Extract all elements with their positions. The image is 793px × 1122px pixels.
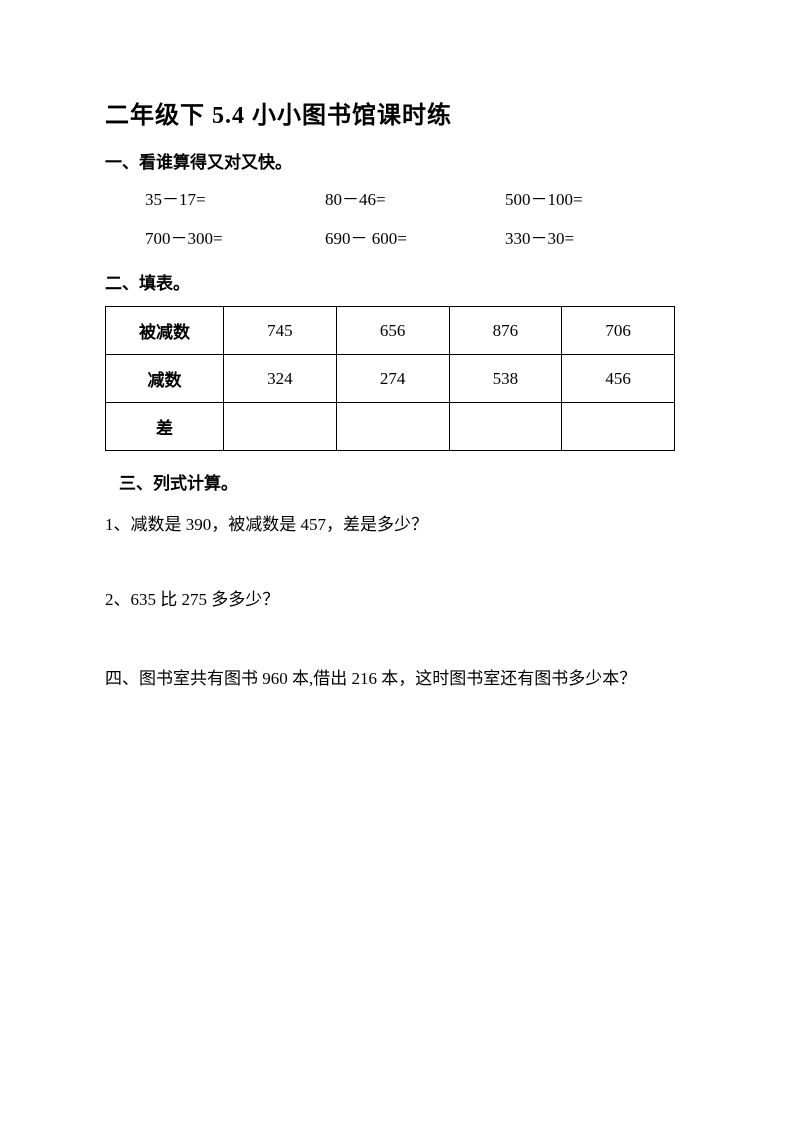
- table-row: 减数 324 274 538 456: [106, 355, 675, 403]
- table-cell: 324: [224, 355, 337, 403]
- table-cell: 656: [336, 307, 449, 355]
- row-label: 差: [106, 403, 224, 451]
- table-cell: 706: [562, 307, 675, 355]
- table-row: 被减数 745 656 876 706: [106, 307, 675, 355]
- section3-heading: 三、列式计算。: [119, 469, 708, 494]
- calc-item: 700－300=: [145, 224, 325, 249]
- table-cell: [224, 403, 337, 451]
- table-row: 差: [106, 403, 675, 451]
- section4-text: 四、图书室共有图书 960 本,借出 216 本，这时图书室还有图书多少本？: [105, 660, 708, 697]
- calc-item: 690－ 600=: [325, 224, 505, 249]
- calc-item: 80－46=: [325, 185, 505, 210]
- table-cell: 538: [449, 355, 562, 403]
- worksheet-page: 二年级下 5.4 小小图书馆课时练 一、看谁算得又对又快。 35－17= 80－…: [0, 0, 793, 747]
- calc-item: 35－17=: [145, 185, 325, 210]
- calc-item: 500－100=: [505, 185, 685, 210]
- section1-heading: 一、看谁算得又对又快。: [105, 148, 708, 173]
- table-cell: [336, 403, 449, 451]
- table-cell: [449, 403, 562, 451]
- question-2: 2、635 比 275 多多少？: [105, 585, 708, 610]
- section2-heading: 二、填表。: [105, 269, 708, 294]
- table-cell: 456: [562, 355, 675, 403]
- table-cell: [562, 403, 675, 451]
- question-1: 1、减数是 390，被减数是 457，差是多少？: [105, 510, 708, 535]
- table-cell: 274: [336, 355, 449, 403]
- table-cell: 745: [224, 307, 337, 355]
- table-cell: 876: [449, 307, 562, 355]
- page-title: 二年级下 5.4 小小图书馆课时练: [105, 95, 708, 130]
- calc-grid: 35－17= 80－46= 500－100= 700－300= 690－ 600…: [145, 185, 708, 249]
- calc-item: 330－30=: [505, 224, 685, 249]
- fill-table: 被减数 745 656 876 706 减数 324 274 538 456 差: [105, 306, 675, 451]
- row-label: 被减数: [106, 307, 224, 355]
- row-label: 减数: [106, 355, 224, 403]
